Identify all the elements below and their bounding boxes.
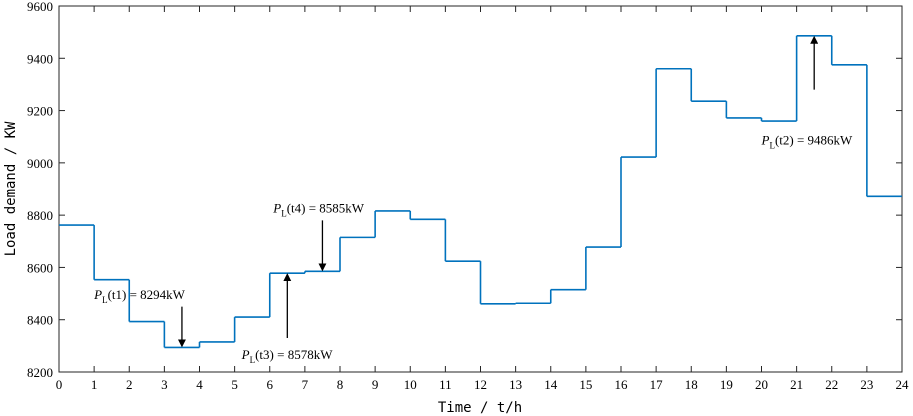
- x-tick-label: 10: [404, 377, 417, 392]
- x-tick-label: 18: [685, 377, 698, 392]
- series-layer: [59, 35, 902, 349]
- annotation-symbol: P: [272, 201, 281, 216]
- y-tick-label: 8600: [27, 260, 53, 275]
- annotation-subscript: L: [102, 295, 108, 305]
- y-tick-label: 8400: [27, 313, 53, 328]
- annotation-label: PL(t4) = 8585kW: [272, 201, 365, 219]
- x-tick-label: 6: [267, 377, 274, 392]
- x-tick-label: 15: [579, 377, 592, 392]
- y-tick-label: 8200: [27, 365, 53, 380]
- x-tick-label: 13: [509, 377, 522, 392]
- y-tick-label: 9600: [27, 0, 53, 14]
- x-tick-label: 19: [720, 377, 733, 392]
- x-tick-label: 17: [650, 377, 664, 392]
- x-tick-label: 0: [56, 377, 63, 392]
- x-tick-label: 9: [372, 377, 379, 392]
- x-tick-label: 8: [337, 377, 344, 392]
- y-axis-title: Load demand / KW: [3, 121, 19, 256]
- y-tick-label: 9000: [27, 156, 53, 171]
- x-tick-label: 5: [231, 377, 238, 392]
- annotation-symbol: P: [761, 133, 770, 148]
- x-tick-label: 7: [302, 377, 309, 392]
- x-tick-label: 1: [91, 377, 98, 392]
- annotation-symbol: P: [93, 287, 102, 302]
- x-axis: 0 1 2 3 4 5 6 7 8 9 10 11 12 13 14 15 16 17 18 19 20 21 22 23 24: [56, 6, 909, 392]
- annotation-value: (t2) = 9486kW: [775, 133, 853, 148]
- x-tick-label: 22: [825, 377, 838, 392]
- x-tick-label: 3: [161, 377, 168, 392]
- x-tick-label: 24: [896, 377, 910, 392]
- x-tick-label: 4: [196, 377, 203, 392]
- y-tick-label: 9400: [27, 51, 53, 66]
- y-axis: 8200 8400 8600 8800 9000 9200 9400 9600: [27, 0, 902, 380]
- annotation-value: (t4) = 8585kW: [287, 201, 365, 216]
- annotation-label: PL(t2) = 9486kW: [761, 133, 854, 151]
- x-tick-label: 23: [860, 377, 873, 392]
- x-tick-label: 12: [474, 377, 487, 392]
- annotation-value: (t1) = 8294kW: [108, 287, 186, 302]
- annotation-symbol: P: [241, 347, 250, 362]
- annotation-label: PL(t3) = 8578kW: [241, 347, 334, 365]
- x-tick-label: 11: [439, 377, 452, 392]
- x-tick-label: 14: [544, 377, 558, 392]
- x-tick-label: 16: [615, 377, 629, 392]
- plot-area: [58, 5, 903, 373]
- annotation-label: PL(t1) = 8294kW: [93, 287, 186, 305]
- series-group: [59, 35, 902, 349]
- x-tick-label: 21: [790, 377, 803, 392]
- annotation-subscript: L: [250, 355, 256, 365]
- annotation-value: (t3) = 8578kW: [255, 347, 333, 362]
- x-tick-label: 2: [126, 377, 133, 392]
- x-axis-title: Time / t/h: [438, 400, 522, 416]
- y-tick-label: 8800: [27, 208, 53, 223]
- annotation-subscript: L: [769, 141, 775, 151]
- annotation-subscript: L: [281, 209, 287, 219]
- y-tick-label: 9200: [27, 104, 53, 119]
- x-tick-label: 20: [755, 377, 768, 392]
